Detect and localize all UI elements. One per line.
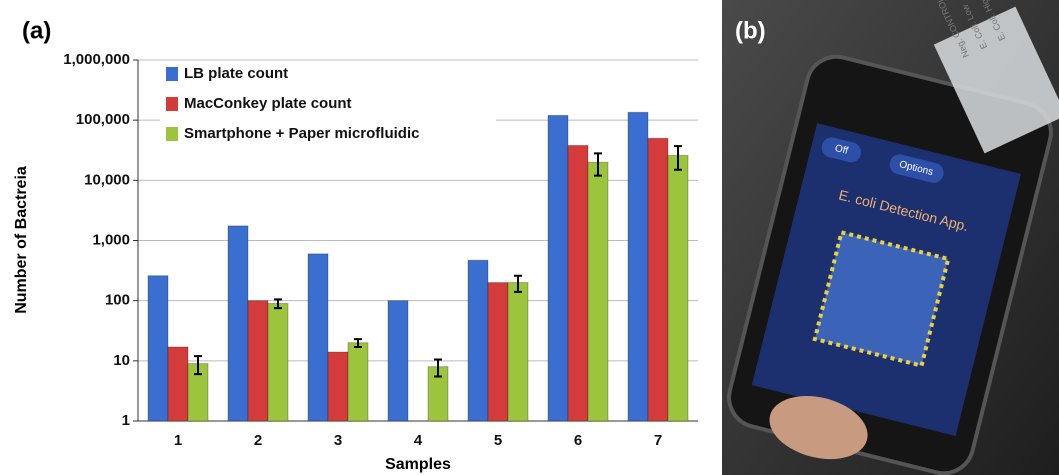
bar (627, 111, 649, 422)
x-tick-label: 1 (174, 432, 182, 449)
bar (347, 342, 369, 422)
bar (147, 275, 169, 422)
thumb (769, 396, 868, 460)
bar (267, 302, 289, 422)
error-bar (674, 145, 682, 171)
bar (507, 282, 529, 422)
bar (227, 225, 249, 422)
y-tick-label: 10,000 (84, 171, 130, 188)
bar (647, 137, 669, 422)
chip-body (933, 6, 1059, 154)
bar (587, 161, 609, 422)
phone: Off Options E. coli Detection App. (727, 54, 1053, 475)
bar (667, 154, 689, 422)
error-bar (434, 358, 442, 378)
x-tick-label: 6 (574, 432, 582, 449)
x-tick-label: 5 (494, 432, 502, 449)
y-tick-label: 1,000 (92, 231, 130, 248)
error-bar (514, 274, 522, 293)
bar (307, 253, 329, 422)
legend-swatch (166, 67, 178, 81)
bar (167, 346, 189, 422)
bar (387, 300, 409, 422)
y-axis-label: Number of Bactreia (13, 166, 30, 314)
chip-preview (812, 229, 951, 369)
bar (547, 114, 569, 422)
legend-label: Smartphone + Paper microfluidic (184, 125, 419, 142)
panel-label: (b) (735, 17, 766, 44)
bar (247, 300, 269, 422)
legend-swatch (166, 97, 178, 111)
options-button (889, 154, 944, 183)
x-tick-label: 7 (654, 432, 662, 449)
legend-swatch (166, 127, 178, 141)
legend-label: LB plate count (184, 65, 288, 82)
y-tick-label: 100 (105, 292, 130, 309)
x-axis-label: Samples (385, 456, 451, 473)
error-bar (594, 152, 602, 177)
error-bar (194, 355, 202, 376)
off-label: Off (834, 143, 850, 157)
y-tick-label: 100,000 (76, 111, 130, 128)
bar (327, 351, 349, 422)
legend-label: MacConkey plate count (184, 95, 352, 112)
bar (467, 259, 489, 422)
y-tick-label: 1,000,000 (63, 51, 130, 68)
x-tick-label: 3 (334, 432, 342, 449)
error-bar (354, 338, 362, 348)
error-bar (274, 298, 282, 310)
off-button (821, 137, 862, 163)
photo-panel: Off Options E. coli Detection App. Neg. … (722, 0, 1059, 475)
bar (567, 144, 589, 422)
bar (487, 282, 509, 422)
legend-box (160, 62, 496, 150)
panel-label: (a) (22, 17, 51, 44)
plot: 1 10 100 1,000 10,000 100,000 1,000,000 1 2 3 4 5 6 7… (63, 51, 698, 449)
y-tick-label: 10 (113, 352, 130, 369)
x-tick-label: 4 (414, 432, 423, 449)
x-tick-label: 2 (254, 432, 262, 449)
y-tick-label: 1 (122, 412, 130, 429)
